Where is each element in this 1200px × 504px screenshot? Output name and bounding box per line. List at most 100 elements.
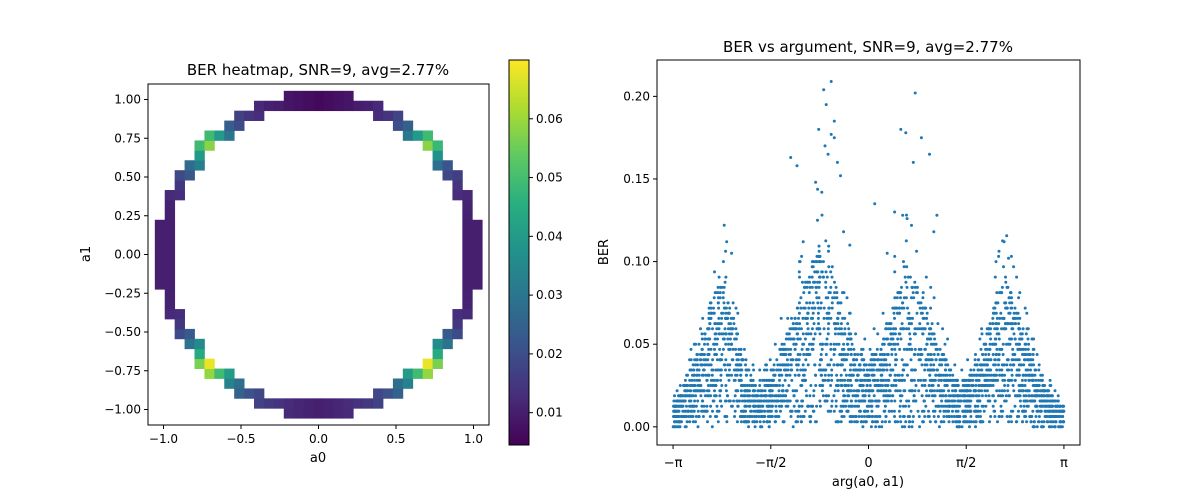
scatter-point	[708, 316, 712, 320]
heatmap-cell	[432, 348, 443, 360]
heatmap-cell	[164, 229, 176, 241]
scatter-point	[997, 363, 1000, 367]
heatmap-cell	[224, 368, 235, 379]
scatter-point	[969, 415, 973, 418]
scatter-point	[980, 368, 984, 372]
heatmap-cell	[452, 318, 463, 330]
scatter-point	[932, 363, 936, 367]
scatter-point	[851, 394, 855, 398]
scatter-point	[1012, 265, 1016, 269]
scatter-point	[921, 291, 925, 295]
scatter-point	[1017, 363, 1021, 367]
scatter-point	[780, 399, 784, 403]
scatter-point	[830, 399, 834, 403]
scatter-point	[1029, 373, 1033, 377]
scatter-point	[795, 164, 799, 168]
scatter-point	[942, 353, 946, 356]
heatmap-cell	[234, 388, 245, 399]
scatter-point	[846, 394, 850, 398]
scatter-point	[803, 316, 807, 320]
scatter-point	[1010, 378, 1014, 382]
scatter-point	[893, 347, 897, 351]
scatter-point	[694, 404, 698, 408]
scatter-point	[924, 404, 928, 408]
scatter-point	[962, 399, 966, 403]
scatter-point	[1009, 415, 1013, 418]
scatter-point	[820, 190, 824, 194]
scatter-point	[729, 327, 733, 331]
scatter-point	[974, 378, 978, 382]
scatter-point	[923, 415, 927, 418]
scatter-point	[917, 358, 921, 362]
scatter-point	[887, 378, 891, 382]
scatter-point	[818, 404, 822, 408]
scatter-point	[1011, 327, 1015, 331]
scatter-point	[1017, 415, 1021, 418]
scatter-point	[997, 337, 1001, 341]
scatter-point	[830, 373, 834, 377]
scatter-point	[681, 404, 685, 408]
scatter-point	[995, 316, 999, 320]
heatmap-cell	[164, 219, 176, 231]
scatter-point	[685, 420, 689, 424]
scatter-point	[878, 363, 882, 367]
scatter-point	[754, 415, 758, 418]
scatter-point	[830, 301, 834, 305]
scatter-point	[743, 389, 747, 393]
scatter-point	[1011, 353, 1015, 356]
scatter-point	[951, 394, 955, 398]
scatter-point	[971, 384, 975, 387]
scatter-point	[1018, 316, 1022, 320]
heatmap-y-tick-label: −1.00	[104, 403, 141, 417]
scatter-point	[701, 399, 705, 403]
scatter-point	[781, 389, 785, 393]
scatter-point	[906, 306, 909, 310]
scatter-point	[727, 378, 731, 382]
scatter-point	[1000, 415, 1004, 418]
scatter-point	[940, 363, 943, 367]
scatter-point	[816, 311, 820, 315]
scatter-point	[794, 409, 798, 413]
scatter-point	[920, 363, 924, 367]
scatter-point	[890, 347, 894, 351]
scatter-point	[908, 332, 912, 336]
scatter-point	[817, 296, 821, 300]
scatter-point	[810, 306, 814, 310]
scatter-point	[821, 260, 825, 264]
scatter-point	[993, 337, 997, 341]
scatter-point	[932, 353, 936, 356]
scatter-point	[853, 415, 857, 418]
scatter-point	[748, 384, 752, 387]
scatter-point	[791, 322, 795, 326]
scatter-point	[955, 378, 959, 382]
heatmap-cell	[273, 398, 285, 409]
heatmap-cell	[283, 90, 295, 102]
scatter-point	[847, 384, 850, 387]
colorbar-tick-label: 0.04	[536, 229, 563, 243]
scatter-point	[993, 415, 997, 418]
scatter-point	[913, 327, 917, 331]
heatmap-cell	[164, 279, 176, 290]
scatter-point	[818, 275, 822, 279]
scatter-point	[784, 373, 788, 377]
scatter-point	[997, 394, 1000, 398]
scatter-point	[891, 394, 894, 398]
scatter-point	[719, 373, 723, 377]
scatter-point	[995, 327, 999, 331]
scatter-point	[720, 316, 724, 320]
scatter-point	[867, 378, 871, 382]
scatter-point	[1050, 394, 1054, 398]
scatter-point	[973, 373, 977, 377]
scatter-point	[1031, 409, 1035, 413]
scatter-point	[715, 342, 719, 346]
scatter-point	[980, 327, 984, 331]
scatter-point	[901, 404, 905, 408]
scatter-point	[801, 316, 805, 320]
scatter-point	[827, 249, 830, 253]
scatter-point	[968, 420, 972, 424]
scatter-point	[913, 368, 917, 372]
scatter-point	[885, 353, 889, 356]
scatter-point	[819, 301, 823, 305]
scatter-point	[908, 275, 912, 279]
scatter-point	[739, 373, 743, 377]
